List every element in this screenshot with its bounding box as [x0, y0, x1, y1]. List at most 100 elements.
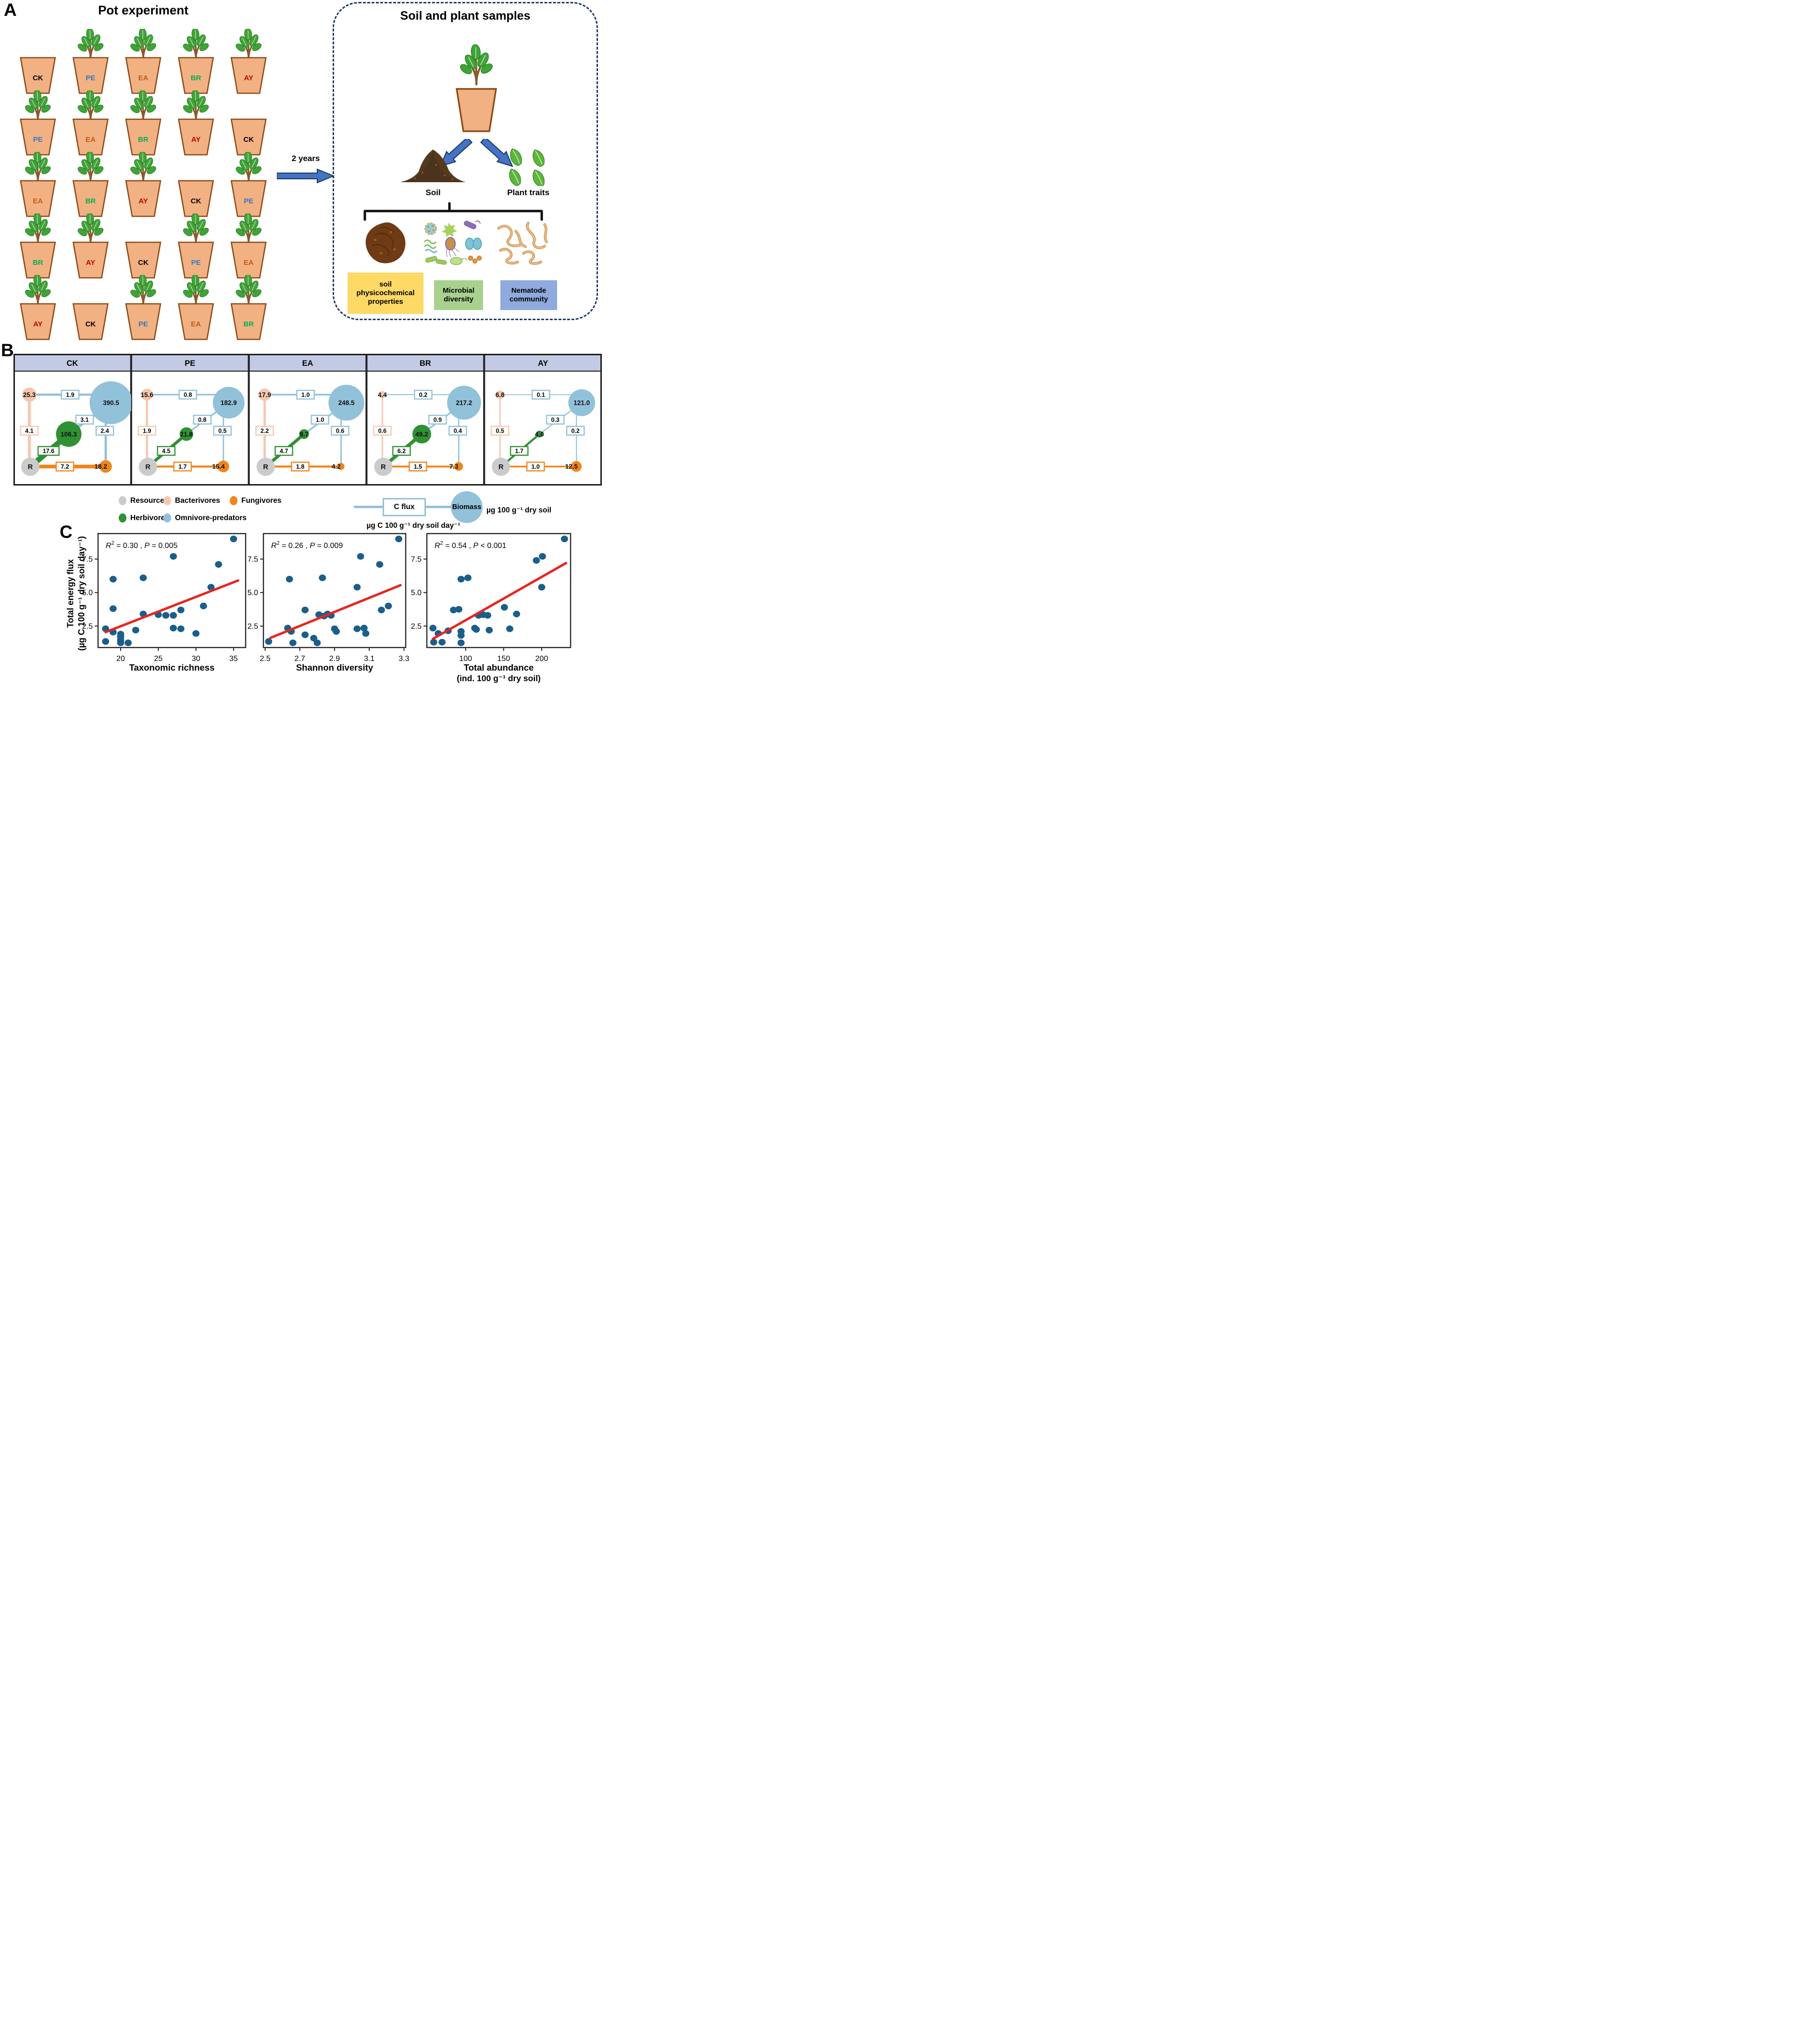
biomass-fungivores: 15.4: [212, 463, 225, 470]
pot-label-CK: CK: [138, 259, 149, 267]
flux-box: [255, 425, 274, 436]
category-microbial-diversity-label: Microbial diversity: [443, 286, 474, 303]
x-axis-title: Total abundance: [464, 662, 534, 673]
plant-icon: [23, 213, 53, 244]
data-point: [533, 557, 540, 564]
treatment-header-label: PE: [185, 359, 195, 368]
resources-node-label: R: [263, 463, 268, 471]
y-tick-label: 7.5: [411, 555, 422, 563]
flux-box: [296, 389, 315, 400]
biomass-unit: µg 100 g⁻¹ dry soil: [486, 506, 552, 514]
legend-item-resources: Resources: [119, 496, 168, 505]
data-point: [506, 625, 513, 632]
pot-label-BR: BR: [243, 320, 254, 328]
biomass-sample-circle: Biomass: [451, 491, 483, 523]
pot-PE: [178, 241, 214, 279]
biomass-omnivore-predators: 121.0: [573, 399, 590, 407]
data-point: [310, 635, 318, 642]
pot-label-EA: EA: [244, 259, 254, 267]
flux-box: [566, 425, 585, 436]
bacterivores-dot-icon: [163, 496, 171, 505]
node-bacterivores: [22, 387, 37, 402]
data-point: [132, 626, 139, 634]
pot-EA: [20, 180, 56, 217]
data-point: [455, 606, 462, 613]
data-point: [357, 553, 364, 560]
biomass-omnivore-predators: 390.5: [103, 399, 119, 407]
x-tick-label: 2.5: [260, 655, 270, 663]
node-fungivores: [337, 463, 345, 470]
food-web-PE: PE 0.8 1.9 0.8 0.5 1.7 4.5 15.6 182.9 21.8 15.4 R: [131, 354, 249, 485]
data-point: [353, 625, 361, 632]
data-point: [301, 607, 309, 613]
flux-box: [61, 389, 80, 400]
data-point: [484, 612, 491, 619]
pot-label-CK: CK: [191, 197, 201, 205]
pot-EA: [178, 303, 214, 340]
data-points: [102, 536, 237, 647]
x-axis-title: Shannon diversity: [296, 662, 373, 673]
pot-PE: [72, 57, 109, 94]
plant-icon: [234, 29, 263, 60]
flux-value: 1.7: [178, 463, 187, 470]
flux-value: 1.8: [296, 463, 304, 470]
data-point: [513, 611, 521, 618]
pot-label-BR: BR: [86, 197, 96, 205]
flux-value: 1.0: [301, 392, 310, 399]
treatment-header-label: CK: [66, 359, 78, 368]
y-tick-label: 2.5: [411, 623, 422, 631]
biomass-fungivores: 18.2: [95, 463, 107, 470]
sample-box: Soil and plant samples Soil Plant traits: [333, 2, 598, 320]
node-herbivores: [536, 430, 543, 438]
biomass-herbivores: 21.8: [180, 431, 193, 438]
treatment-header-label: EA: [302, 359, 313, 368]
pot-PE: [125, 303, 162, 340]
flux-box: [510, 446, 529, 456]
x-tick-label: 30: [192, 655, 200, 663]
x-tick-label: 3.1: [364, 655, 374, 663]
data-point: [362, 630, 370, 637]
legend-item-bacterivores: Bacterivores: [163, 496, 220, 505]
pot-EA: [125, 57, 162, 94]
pot-label-AY: AY: [33, 320, 42, 328]
pot-label-PE: PE: [33, 136, 43, 144]
plant-traits-icon: [509, 148, 545, 186]
biomass-fungivores: 12.5: [565, 463, 578, 470]
flux-box: [526, 461, 545, 472]
x-tick-label: 2.7: [295, 655, 305, 663]
y-tick-label: 7.5: [82, 555, 93, 563]
node-resources: [21, 458, 39, 476]
pot-label-CK: CK: [33, 74, 43, 82]
plant-icon: [234, 213, 263, 244]
herbivores-dot-icon: [119, 513, 126, 523]
data-point: [117, 639, 124, 647]
flux-box: [448, 425, 467, 436]
flux-box: [37, 446, 60, 456]
pot-AY: [20, 303, 56, 340]
data-point: [313, 639, 321, 647]
x-tick-label: 35: [229, 655, 238, 663]
y-tick-label: 5.0: [248, 589, 258, 597]
flux-box: [274, 446, 293, 456]
flux-box: [428, 414, 447, 425]
duration-label: 2 years: [291, 154, 320, 163]
data-point: [430, 638, 437, 646]
flux-box: [311, 414, 329, 425]
table-outer-border: [13, 354, 602, 486]
data-point: [457, 632, 465, 639]
data-point: [286, 575, 293, 583]
data-point: [265, 638, 273, 645]
pot-AY: [178, 118, 214, 156]
pot-label-EA: EA: [138, 74, 149, 82]
flux-value: 1.0: [532, 463, 540, 470]
node-omnivore-predators: [328, 385, 364, 421]
node-herbivores: [179, 427, 193, 441]
node-omnivore-predators: [212, 386, 245, 419]
flux-value: 1.0: [316, 417, 324, 424]
pot-label-BR: BR: [138, 136, 149, 144]
y-tick-label: 2.5: [248, 623, 258, 631]
node-fungivores: [217, 461, 229, 473]
fungivores-dot-icon: [230, 496, 237, 505]
soil-organic-matter-icon: [365, 222, 406, 263]
omnivore-predators-dot-icon: [163, 513, 171, 523]
